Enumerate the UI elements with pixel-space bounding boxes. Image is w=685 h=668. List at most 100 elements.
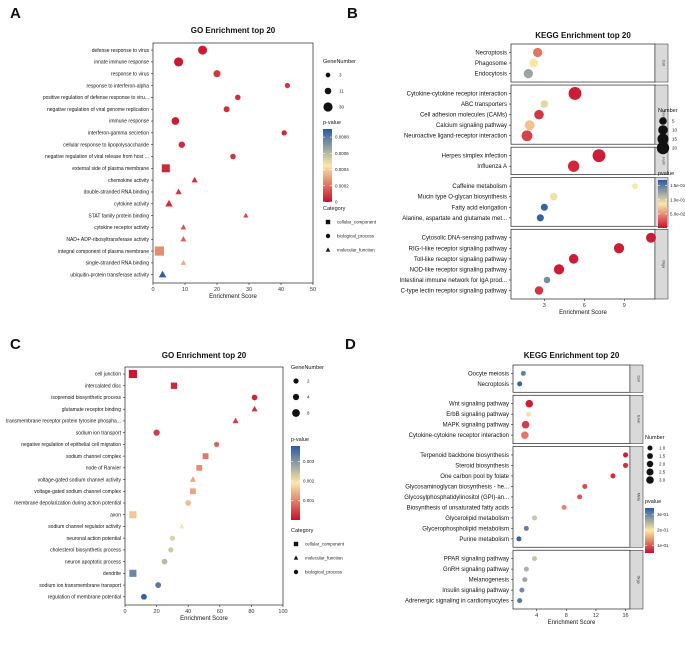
- data-point: [243, 212, 249, 218]
- shape-legend-label: cellular_component: [337, 220, 377, 225]
- y-tick-label: cell junction: [95, 372, 121, 378]
- y-tick-label: Glycerophospholipid metabolism: [422, 526, 509, 532]
- y-tick-label: voltage-gated sodium channel activity: [38, 477, 122, 483]
- x-axis-label: Enrichment Score: [209, 294, 257, 300]
- y-tick-label: membrane depolarization during action po…: [14, 501, 121, 507]
- data-point: [521, 431, 529, 439]
- data-point: [523, 566, 529, 572]
- y-tick-label: immune response: [109, 119, 149, 125]
- data-point: [526, 411, 532, 417]
- size-legend-label: 10: [672, 128, 678, 133]
- size-legend-dot: [646, 476, 654, 484]
- colorbar-rect: [323, 129, 332, 202]
- data-point: [232, 417, 239, 424]
- y-tick-label: positive regulation of defense response …: [43, 95, 149, 101]
- y-tick-label: negative regulation of viral release fro…: [45, 154, 149, 160]
- data-point: [534, 109, 544, 120]
- panel-B: B KEGG Enrichment top 20 Cell Necroptosis Ph…: [347, 5, 685, 316]
- y-tick-label: node of Ranvier: [86, 466, 122, 472]
- x-tick-label: 6: [583, 303, 586, 309]
- y-tick-label: STAT family protein binding: [88, 213, 149, 219]
- data-point: [520, 370, 526, 376]
- data-point: [525, 399, 534, 408]
- data-point: [533, 47, 543, 58]
- data-point: [251, 394, 258, 401]
- x-tick-label: 0: [123, 609, 126, 615]
- y-tick-label: response to interferon-alpha: [86, 83, 149, 89]
- data-point: [235, 94, 241, 101]
- y-tick-label: Melanogenesis: [469, 578, 509, 584]
- colorbar-rect: [291, 446, 300, 520]
- facet-strip: [629, 446, 644, 548]
- data-point: [523, 525, 529, 531]
- x-tick-label: 100: [278, 609, 287, 615]
- size-legend-dot: [659, 117, 667, 125]
- colorbar-tick-label: 1.5e-01: [670, 183, 685, 188]
- y-tick-label: Toll-like receptor signaling pathway: [414, 257, 507, 263]
- shape-legend-label: biological_process: [305, 570, 343, 575]
- shape-legend-marker: [325, 219, 331, 225]
- size-legend-label: 30: [339, 105, 345, 110]
- data-point: [632, 183, 638, 190]
- y-tick-label: double-stranded RNA binding: [84, 190, 150, 196]
- y-tick-label: Glycerolipid metabolism: [445, 516, 509, 522]
- y-tick-label: Glycosaminoglycan biosynthesis - he...: [405, 484, 509, 490]
- facet-strip: [629, 364, 644, 393]
- y-tick-label: Glycosylphosphatidylinositol (GPI)-an...: [404, 495, 509, 501]
- plot-frame: [124, 366, 284, 606]
- data-point: [223, 106, 230, 113]
- y-tick-label: Wnt signaling pathway: [449, 402, 509, 408]
- size-legend-label: 15: [672, 137, 678, 142]
- colorbar-rect: [645, 508, 654, 553]
- y-tick-label: voltage-gated sodium channel complex: [34, 489, 121, 495]
- chart-title: KEGG Enrichment top 20: [535, 31, 631, 40]
- y-tick-label: chemokine activity: [108, 178, 149, 184]
- facet-frame: [512, 364, 631, 393]
- x-tick-label: 20: [154, 609, 160, 615]
- data-point: [161, 558, 168, 565]
- size-legend-title: GeneNumber: [323, 59, 356, 65]
- shape-legend-label: molecular_function: [337, 248, 375, 253]
- facet-strip-label: Envir: [637, 415, 641, 424]
- size-legend-label: 11: [339, 89, 344, 94]
- y-tick-label: Cytokine-cytokine receptor interaction: [407, 91, 507, 97]
- colorbar-tick-label: 0.0002: [335, 183, 349, 188]
- panel-label: A: [10, 5, 21, 22]
- data-point: [567, 160, 580, 172]
- x-tick-label: 60: [217, 609, 223, 615]
- x-tick-label: 40: [278, 287, 284, 293]
- x-tick-label: 4: [535, 613, 538, 619]
- x-tick-label: 16: [622, 613, 628, 619]
- x-tick-label: 50: [310, 287, 316, 293]
- size-legend-label: 1.5: [659, 454, 666, 459]
- x-tick-label: 12: [593, 613, 599, 619]
- data-point: [568, 87, 582, 100]
- colorbar-tick-label: 0: [335, 200, 338, 205]
- y-tick-label: isoprenoid biosynthetic process: [51, 395, 121, 401]
- colorbar-tick-label: 0.002: [303, 479, 315, 484]
- data-point: [516, 536, 522, 542]
- y-tick-label: Cytokine-cytokine receptor interaction: [409, 433, 509, 439]
- colorbar-tick-label: 0.003: [303, 459, 315, 464]
- facet-strip-label: Cell: [662, 60, 666, 66]
- facet-frame: [512, 446, 631, 548]
- colorbar-tick-label: 2e-01: [657, 527, 669, 532]
- size-legend-label: 2.0: [659, 462, 666, 467]
- size-legend-title: Number: [658, 108, 678, 114]
- data-point: [191, 176, 198, 183]
- data-point: [517, 598, 523, 604]
- data-point: [171, 117, 180, 125]
- y-tick-label: dendrite: [103, 571, 121, 577]
- colorbar-rect: [658, 180, 667, 228]
- colorbar-tick-label: 1e-01: [657, 543, 669, 548]
- size-legend-label: 3: [339, 73, 342, 78]
- y-tick-label: Necroptosis: [477, 382, 509, 388]
- y-tick-label: cellular response to lipopolysaccharide: [63, 142, 149, 148]
- data-point: [540, 100, 549, 108]
- y-tick-label: Influenza A: [477, 164, 507, 170]
- y-tick-label: C-type lectin receptor signaling pathway: [401, 289, 507, 295]
- y-tick-label: ErbB signaling pathway: [446, 412, 509, 418]
- data-point: [531, 556, 538, 562]
- size-legend-dot: [647, 453, 653, 459]
- y-tick-label: Steroid biosynthesis: [455, 463, 509, 469]
